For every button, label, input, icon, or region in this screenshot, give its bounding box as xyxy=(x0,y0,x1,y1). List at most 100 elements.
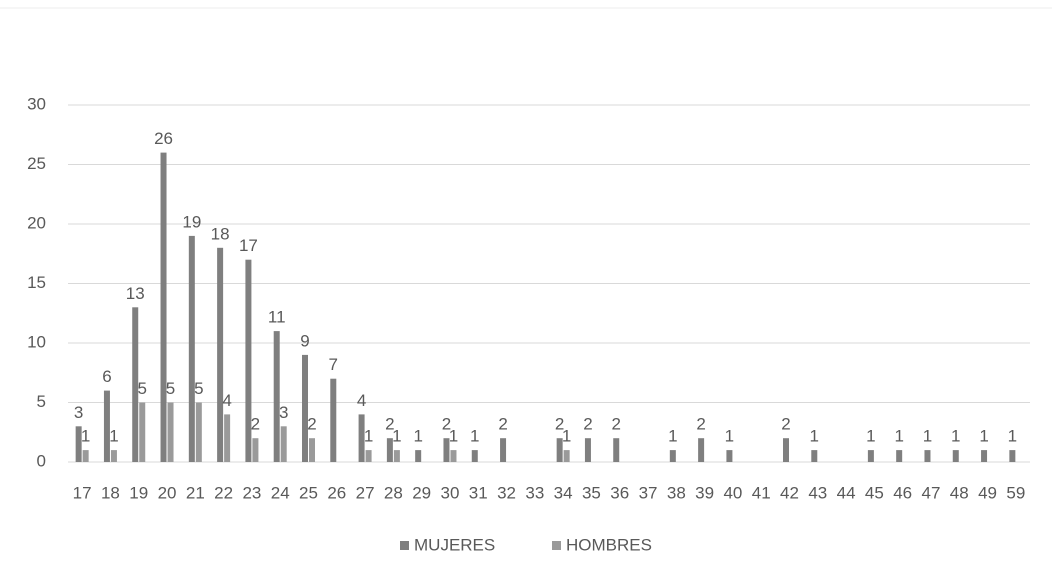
x-tick-label: 47 xyxy=(922,483,941,502)
bar xyxy=(386,438,393,462)
x-tick-label: 42 xyxy=(780,483,799,502)
data-label: 2 xyxy=(781,415,790,434)
bar xyxy=(365,450,372,462)
x-tick-label: 28 xyxy=(384,483,403,502)
data-label: 11 xyxy=(268,308,286,327)
data-label: 1 xyxy=(470,427,479,446)
bar xyxy=(613,438,620,462)
data-label: 1 xyxy=(810,427,819,446)
y-tick-label: 25 xyxy=(27,154,46,173)
data-label: 1 xyxy=(951,427,960,446)
data-label: 1 xyxy=(979,427,988,446)
data-label: 18 xyxy=(211,224,230,243)
bar xyxy=(167,402,174,462)
bar xyxy=(584,438,591,462)
data-label: 2 xyxy=(612,415,621,434)
bar xyxy=(273,331,280,462)
bar xyxy=(896,450,903,462)
data-label: 1 xyxy=(923,427,932,446)
x-tick-label: 41 xyxy=(752,483,771,502)
bar xyxy=(160,152,167,462)
bar xyxy=(358,414,365,462)
data-label: 1 xyxy=(392,427,401,446)
bar xyxy=(188,235,195,462)
x-tick-label: 37 xyxy=(639,483,658,502)
x-tick-label: 31 xyxy=(469,483,488,502)
x-tick-label: 27 xyxy=(356,483,375,502)
bar xyxy=(82,450,89,462)
x-tick-label: 32 xyxy=(497,483,516,502)
data-label: 4 xyxy=(222,391,231,410)
x-tick-label: 49 xyxy=(978,483,997,502)
data-label: 2 xyxy=(385,415,394,434)
bar xyxy=(443,438,450,462)
bar xyxy=(783,438,789,462)
x-tick-label: 21 xyxy=(186,483,205,502)
data-label: 5 xyxy=(138,379,147,398)
data-label: 1 xyxy=(562,427,571,446)
bar xyxy=(698,438,705,462)
x-tick-label: 40 xyxy=(723,483,742,502)
y-tick-label: 10 xyxy=(27,332,46,351)
data-label: 1 xyxy=(725,427,734,446)
bar xyxy=(811,450,818,462)
data-label: 13 xyxy=(126,284,145,303)
legend-swatch xyxy=(400,541,409,550)
x-tick-label: 26 xyxy=(327,483,346,502)
x-tick-label: 46 xyxy=(893,483,912,502)
x-tick-label: 38 xyxy=(667,483,686,502)
bar xyxy=(981,450,988,462)
legend-label: HOMBRES xyxy=(566,535,652,554)
bar xyxy=(556,438,563,462)
x-tick-label: 33 xyxy=(525,483,544,502)
bar xyxy=(224,414,231,462)
data-label: 1 xyxy=(866,427,875,446)
bar xyxy=(309,438,315,462)
y-tick-label: 30 xyxy=(27,94,46,113)
x-tick-label: 43 xyxy=(808,483,827,502)
bar xyxy=(245,259,252,462)
x-tick-label: 39 xyxy=(695,483,714,502)
bar xyxy=(450,450,457,462)
bar xyxy=(217,247,224,462)
data-label: 3 xyxy=(279,403,288,422)
data-label: 4 xyxy=(357,391,366,410)
y-tick-label: 5 xyxy=(37,392,46,411)
data-label: 1 xyxy=(894,427,903,446)
bar xyxy=(867,450,874,462)
bar xyxy=(924,450,931,462)
x-tick-label: 48 xyxy=(950,483,969,502)
data-label: 2 xyxy=(307,415,316,434)
x-tick-label: 34 xyxy=(554,483,573,502)
x-tick-label: 59 xyxy=(1006,483,1025,502)
bar xyxy=(132,307,139,462)
x-tick-label: 23 xyxy=(242,483,261,502)
data-label: 5 xyxy=(166,379,175,398)
bar xyxy=(415,450,422,462)
data-label: 2 xyxy=(696,415,705,434)
bar xyxy=(330,378,337,462)
bar xyxy=(139,402,146,462)
data-label: 9 xyxy=(300,331,309,350)
data-label: 6 xyxy=(102,367,111,386)
legend-swatch xyxy=(552,541,561,550)
bar xyxy=(952,450,959,462)
x-tick-label: 29 xyxy=(412,483,431,502)
data-label: 2 xyxy=(498,415,507,434)
data-label: 1 xyxy=(668,427,677,446)
data-label: 2 xyxy=(442,415,451,434)
x-tick-label: 19 xyxy=(129,483,148,502)
x-tick-label: 45 xyxy=(865,483,884,502)
x-tick-label: 18 xyxy=(101,483,120,502)
x-tick-label: 44 xyxy=(837,483,856,502)
data-label: 5 xyxy=(194,379,203,398)
data-label: 17 xyxy=(239,236,258,255)
data-label: 1 xyxy=(413,427,422,446)
data-label: 7 xyxy=(329,355,338,374)
y-tick-label: 15 xyxy=(27,273,46,292)
x-tick-label: 20 xyxy=(158,483,177,502)
bar xyxy=(280,426,287,462)
x-tick-label: 25 xyxy=(299,483,318,502)
bar xyxy=(103,390,110,462)
